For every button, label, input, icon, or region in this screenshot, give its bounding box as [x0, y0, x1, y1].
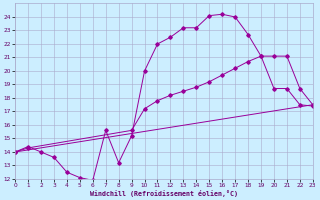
- X-axis label: Windchill (Refroidissement éolien,°C): Windchill (Refroidissement éolien,°C): [90, 190, 238, 197]
